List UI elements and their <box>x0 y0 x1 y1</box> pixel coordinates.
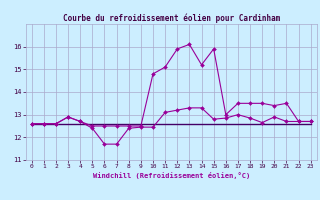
X-axis label: Windchill (Refroidissement éolien,°C): Windchill (Refroidissement éolien,°C) <box>92 172 250 179</box>
Title: Courbe du refroidissement éolien pour Cardinham: Courbe du refroidissement éolien pour Ca… <box>62 14 280 23</box>
